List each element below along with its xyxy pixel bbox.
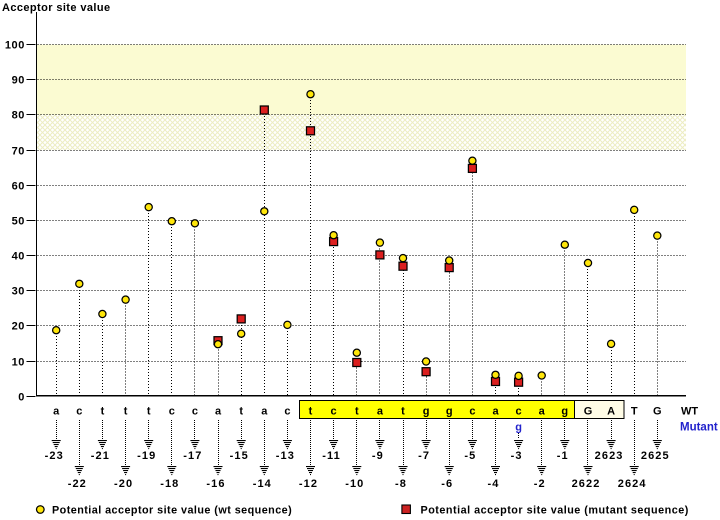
svg-text:-23: -23 <box>45 450 64 462</box>
svg-text:g: g <box>446 406 453 418</box>
svg-text:c: c <box>192 406 198 418</box>
svg-text:-9: -9 <box>372 450 384 462</box>
svg-text:t: t <box>355 406 359 418</box>
svg-text:-21: -21 <box>91 450 110 462</box>
svg-text:-3: -3 <box>511 450 523 462</box>
svg-text:t: t <box>401 406 405 418</box>
svg-text:c: c <box>331 406 337 418</box>
svg-text:-10: -10 <box>345 478 364 490</box>
svg-text:WT: WT <box>681 406 698 418</box>
svg-text:2625: 2625 <box>641 450 670 462</box>
svg-text:10: 10 <box>12 357 25 369</box>
svg-text:2622: 2622 <box>572 478 601 490</box>
svg-text:G: G <box>653 406 662 418</box>
svg-text:100: 100 <box>5 40 25 52</box>
svg-text:t: t <box>309 406 313 418</box>
svg-text:a: a <box>377 406 384 418</box>
svg-text:80: 80 <box>12 110 25 122</box>
svg-text:-5: -5 <box>464 450 476 462</box>
svg-text:-15: -15 <box>230 450 249 462</box>
svg-text:t: t <box>239 406 243 418</box>
svg-text:Acceptor site value: Acceptor site value <box>2 2 110 14</box>
svg-text:-19: -19 <box>137 450 156 462</box>
svg-text:60: 60 <box>12 181 25 193</box>
svg-text:-11: -11 <box>322 450 341 462</box>
svg-text:-17: -17 <box>183 450 202 462</box>
svg-text:t: t <box>147 406 151 418</box>
svg-text:a: a <box>492 406 499 418</box>
svg-text:0: 0 <box>18 392 25 404</box>
svg-text:50: 50 <box>12 216 25 228</box>
svg-text:2623: 2623 <box>595 450 624 462</box>
svg-text:-2: -2 <box>534 478 546 490</box>
svg-text:-8: -8 <box>395 478 407 490</box>
svg-text:Potential acceptor site value: Potential acceptor site value (mutant se… <box>421 505 689 517</box>
svg-text:70: 70 <box>12 146 25 158</box>
svg-text:-1: -1 <box>557 450 569 462</box>
svg-text:T: T <box>631 406 638 418</box>
svg-text:a: a <box>261 406 268 418</box>
svg-text:c: c <box>169 406 175 418</box>
svg-text:-6: -6 <box>441 478 453 490</box>
svg-text:c: c <box>516 406 522 418</box>
svg-text:a: a <box>539 406 546 418</box>
svg-text:Mutant: Mutant <box>680 422 718 434</box>
svg-text:20: 20 <box>12 321 25 333</box>
svg-text:-4: -4 <box>488 478 500 490</box>
svg-text:30: 30 <box>12 286 25 298</box>
svg-text:2624: 2624 <box>618 478 647 490</box>
svg-text:g: g <box>515 422 522 434</box>
svg-text:g: g <box>561 406 568 418</box>
svg-text:-12: -12 <box>299 478 318 490</box>
svg-text:t: t <box>101 406 105 418</box>
svg-text:c: c <box>469 406 475 418</box>
svg-text:90: 90 <box>12 75 25 87</box>
svg-text:t: t <box>124 406 128 418</box>
svg-text:-13: -13 <box>276 450 295 462</box>
svg-text:-18: -18 <box>160 478 179 490</box>
svg-text:-7: -7 <box>418 450 430 462</box>
svg-text:G: G <box>584 406 593 418</box>
svg-text:Potential acceptor site value: Potential acceptor site value (wt sequen… <box>52 505 292 517</box>
svg-text:a: a <box>215 406 222 418</box>
svg-text:40: 40 <box>12 251 25 263</box>
svg-text:-22: -22 <box>68 478 87 490</box>
svg-text:a: a <box>53 406 60 418</box>
svg-text:-20: -20 <box>114 478 133 490</box>
svg-text:-14: -14 <box>253 478 272 490</box>
svg-text:c: c <box>284 406 290 418</box>
svg-text:A: A <box>607 406 615 418</box>
svg-text:-16: -16 <box>206 478 225 490</box>
svg-text:g: g <box>423 406 430 418</box>
svg-text:c: c <box>76 406 82 418</box>
